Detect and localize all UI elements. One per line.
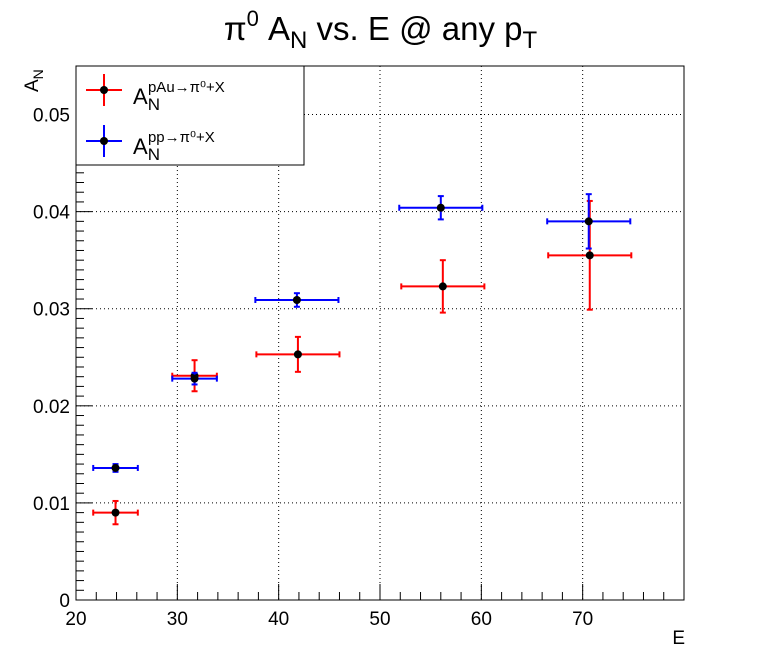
legend-label-pp: ANpp→π⁰+X <box>133 129 215 164</box>
x-axis-label: E <box>672 628 685 649</box>
marker <box>585 251 594 260</box>
data-point <box>546 193 632 250</box>
marker <box>111 508 120 517</box>
y-tick-label: 0.04 <box>33 203 70 224</box>
marker <box>584 217 593 226</box>
y-tick-label: 0.02 <box>33 397 70 418</box>
data-point <box>400 259 486 314</box>
x-tick-label: 40 <box>268 609 289 630</box>
legend-entry <box>86 125 122 157</box>
x-tick-label: 20 <box>65 609 86 630</box>
marker <box>111 463 120 472</box>
marker <box>438 282 447 291</box>
y-tick-label: 0.03 <box>33 300 70 321</box>
axes: 20 30 40 50 60 70 0 0.01 0.02 0.03 0.04 0.05 <box>33 65 685 630</box>
legend-frame <box>75 65 305 166</box>
y-tick-label: 0 <box>59 591 70 612</box>
legend-label-pau: ANpAu→π⁰+X <box>133 79 225 114</box>
x-tick-label: 30 <box>167 609 188 630</box>
data-point <box>547 199 633 311</box>
data-points <box>92 193 633 526</box>
chart-title: π0 AN vs. E @ any pT <box>223 6 538 54</box>
y-tick-label: 0.01 <box>33 494 70 515</box>
data-point <box>398 195 484 221</box>
marker <box>436 203 445 212</box>
x-tick-label: 50 <box>369 609 390 630</box>
marker <box>292 295 301 304</box>
legend-entry <box>86 74 122 106</box>
data-point <box>92 499 139 526</box>
y-tick-label: 0.05 <box>33 106 70 127</box>
marker <box>293 350 302 359</box>
data-point <box>254 292 340 308</box>
data-point <box>171 371 218 386</box>
legend-marker <box>100 137 108 145</box>
x-tick-label: 70 <box>572 609 593 630</box>
legend <box>75 65 305 166</box>
data-point <box>255 335 341 373</box>
legend-marker <box>100 86 108 94</box>
data-point <box>92 463 139 473</box>
x-tick-label: 60 <box>471 609 492 630</box>
marker <box>190 374 199 383</box>
